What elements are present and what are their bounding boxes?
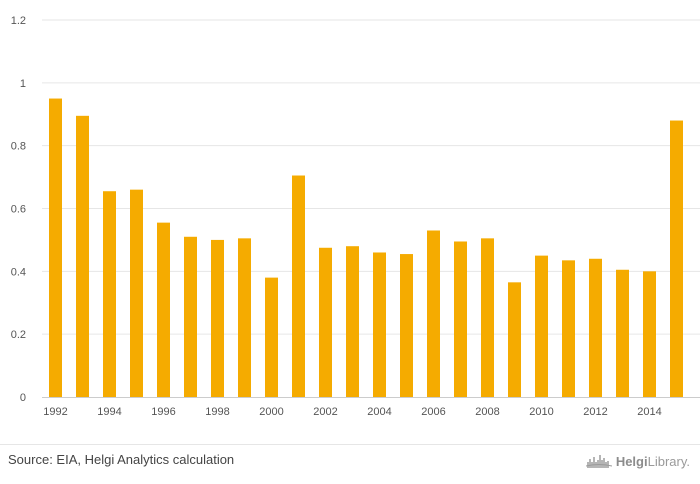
brand-suffix: Library. bbox=[647, 453, 690, 469]
x-tick-label: 2008 bbox=[475, 406, 499, 418]
y-tick-label: 0 bbox=[20, 392, 26, 404]
bar-2009[interactable] bbox=[508, 282, 521, 397]
brand-prefix: Helgi bbox=[615, 453, 648, 469]
bar-1998[interactable] bbox=[211, 239, 224, 397]
x-tick-label: 2006 bbox=[421, 406, 445, 418]
x-tick-label: 1998 bbox=[205, 406, 229, 418]
footer: Source: EIA, Helgi Analytics calculation… bbox=[0, 444, 700, 484]
bar-2012[interactable] bbox=[589, 258, 602, 397]
bar-chart: 0 0.2 0.4 0.6 0.8 1 1.2 1992 1994 1996 1998 2000 20… bbox=[11, 15, 700, 418]
x-tick-labels: 1992 1994 1996 1998 2000 2002 2004 2006 2008 2010… bbox=[43, 406, 661, 418]
bar-2006[interactable] bbox=[427, 230, 440, 397]
x-tick-label: 1992 bbox=[43, 406, 67, 418]
y-tick-labels: 0 0.2 0.4 0.6 0.8 1 1.2 bbox=[11, 15, 26, 404]
bar-2013[interactable] bbox=[616, 269, 629, 397]
x-tick-label: 2000 bbox=[259, 406, 283, 418]
bar-1994[interactable] bbox=[103, 191, 116, 397]
bar-2010[interactable] bbox=[535, 255, 548, 397]
source-note: Source: EIA, Helgi Analytics calculation bbox=[8, 452, 235, 467]
bars bbox=[49, 98, 683, 398]
bar-2005[interactable] bbox=[400, 254, 413, 397]
bar-2011[interactable] bbox=[562, 260, 575, 397]
bar-1996[interactable] bbox=[157, 222, 170, 397]
bar-1999[interactable] bbox=[238, 238, 251, 397]
bar-2001[interactable] bbox=[292, 175, 305, 397]
skyline-icon bbox=[585, 455, 612, 468]
bar-2014[interactable] bbox=[643, 271, 656, 397]
y-tick-label: 1 bbox=[20, 78, 26, 90]
x-tick-label: 2012 bbox=[583, 406, 607, 418]
bar-2003[interactable] bbox=[346, 246, 359, 397]
x-tick-label: 2014 bbox=[637, 406, 661, 418]
x-tick-label: 1994 bbox=[97, 406, 121, 418]
bar-1995[interactable] bbox=[130, 189, 143, 397]
x-tick-label: 2004 bbox=[367, 406, 391, 418]
y-tick-label: 0.2 bbox=[11, 329, 26, 341]
bar-2007[interactable] bbox=[454, 241, 467, 397]
y-tick-label: 0.6 bbox=[11, 204, 26, 216]
bar-2015[interactable] bbox=[670, 120, 683, 398]
y-tick-label: 0.4 bbox=[11, 266, 26, 278]
bar-2004[interactable] bbox=[373, 252, 386, 397]
y-tick-label: 0.8 bbox=[11, 141, 26, 153]
x-tick-label: 2010 bbox=[529, 406, 553, 418]
bar-1993[interactable] bbox=[76, 115, 89, 397]
x-tick-label: 1996 bbox=[151, 406, 175, 418]
y-tick-label: 1.2 bbox=[11, 15, 26, 27]
x-tick-label: 2002 bbox=[313, 406, 337, 418]
bar-2008[interactable] bbox=[481, 238, 494, 397]
bar-2002[interactable] bbox=[319, 247, 332, 397]
bar-2000[interactable] bbox=[265, 277, 278, 397]
bar-1997[interactable] bbox=[184, 236, 197, 397]
bar-1992[interactable] bbox=[49, 98, 62, 398]
brand-logo[interactable]: Helgi Library. bbox=[585, 453, 690, 469]
